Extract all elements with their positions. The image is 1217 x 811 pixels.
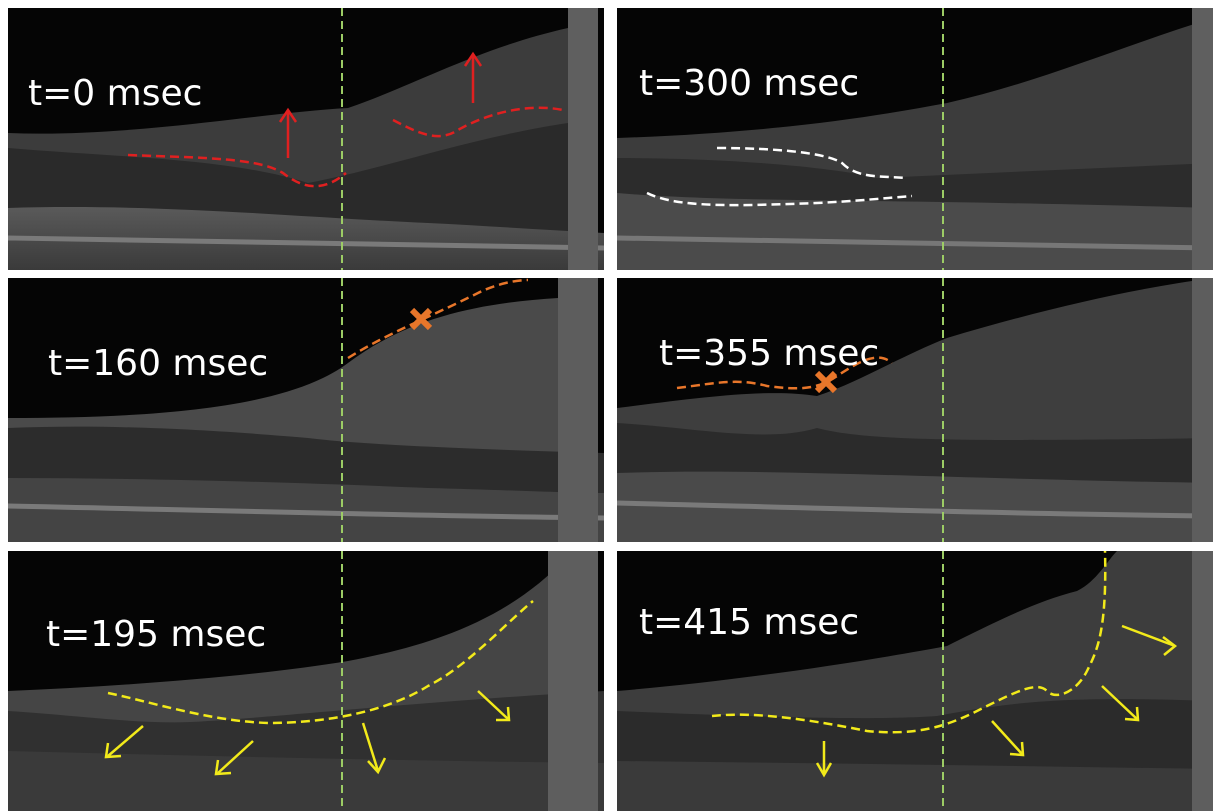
time-label: t=195 msec: [46, 614, 267, 655]
time-label: t=160 msec: [48, 343, 269, 384]
yellow-contour: [107, 600, 534, 725]
time-label: t=300 msec: [639, 63, 860, 104]
orange-contour: [676, 356, 893, 390]
xray-frame-t160: [8, 278, 604, 542]
white-contour-lower: [646, 191, 913, 207]
orange-contour: [347, 278, 529, 360]
time-label: t=415 msec: [639, 602, 860, 643]
image-panel-t0: t=0 msec: [8, 8, 604, 270]
orange-x-marker: [409, 307, 433, 331]
orange-x-marker: [814, 370, 838, 394]
yellow-arrows: [104, 690, 511, 776]
xray-frame-t415: [617, 551, 1213, 811]
white-contour-upper: [716, 146, 908, 180]
xray-frame-t355: [617, 278, 1213, 542]
time-label: t=0 msec: [28, 73, 203, 114]
red-contour-right: [392, 106, 564, 138]
yellow-contour: [711, 551, 1107, 734]
image-panel-t415: t=415 msec: [617, 551, 1213, 811]
image-panel-t195: t=195 msec: [8, 551, 604, 811]
xray-frame-t0: [8, 8, 604, 270]
time-label: t=355 msec: [659, 333, 880, 374]
image-panel-t300: t=300 msec: [617, 8, 1213, 270]
image-panel-t355: t=355 msec: [617, 278, 1213, 542]
xray-frame-t195: [8, 551, 604, 811]
red-contour-left: [127, 153, 347, 188]
yellow-arrows: [815, 624, 1178, 778]
image-panel-t160: t=160 msec: [8, 278, 604, 542]
xray-frame-t300: [617, 8, 1213, 270]
